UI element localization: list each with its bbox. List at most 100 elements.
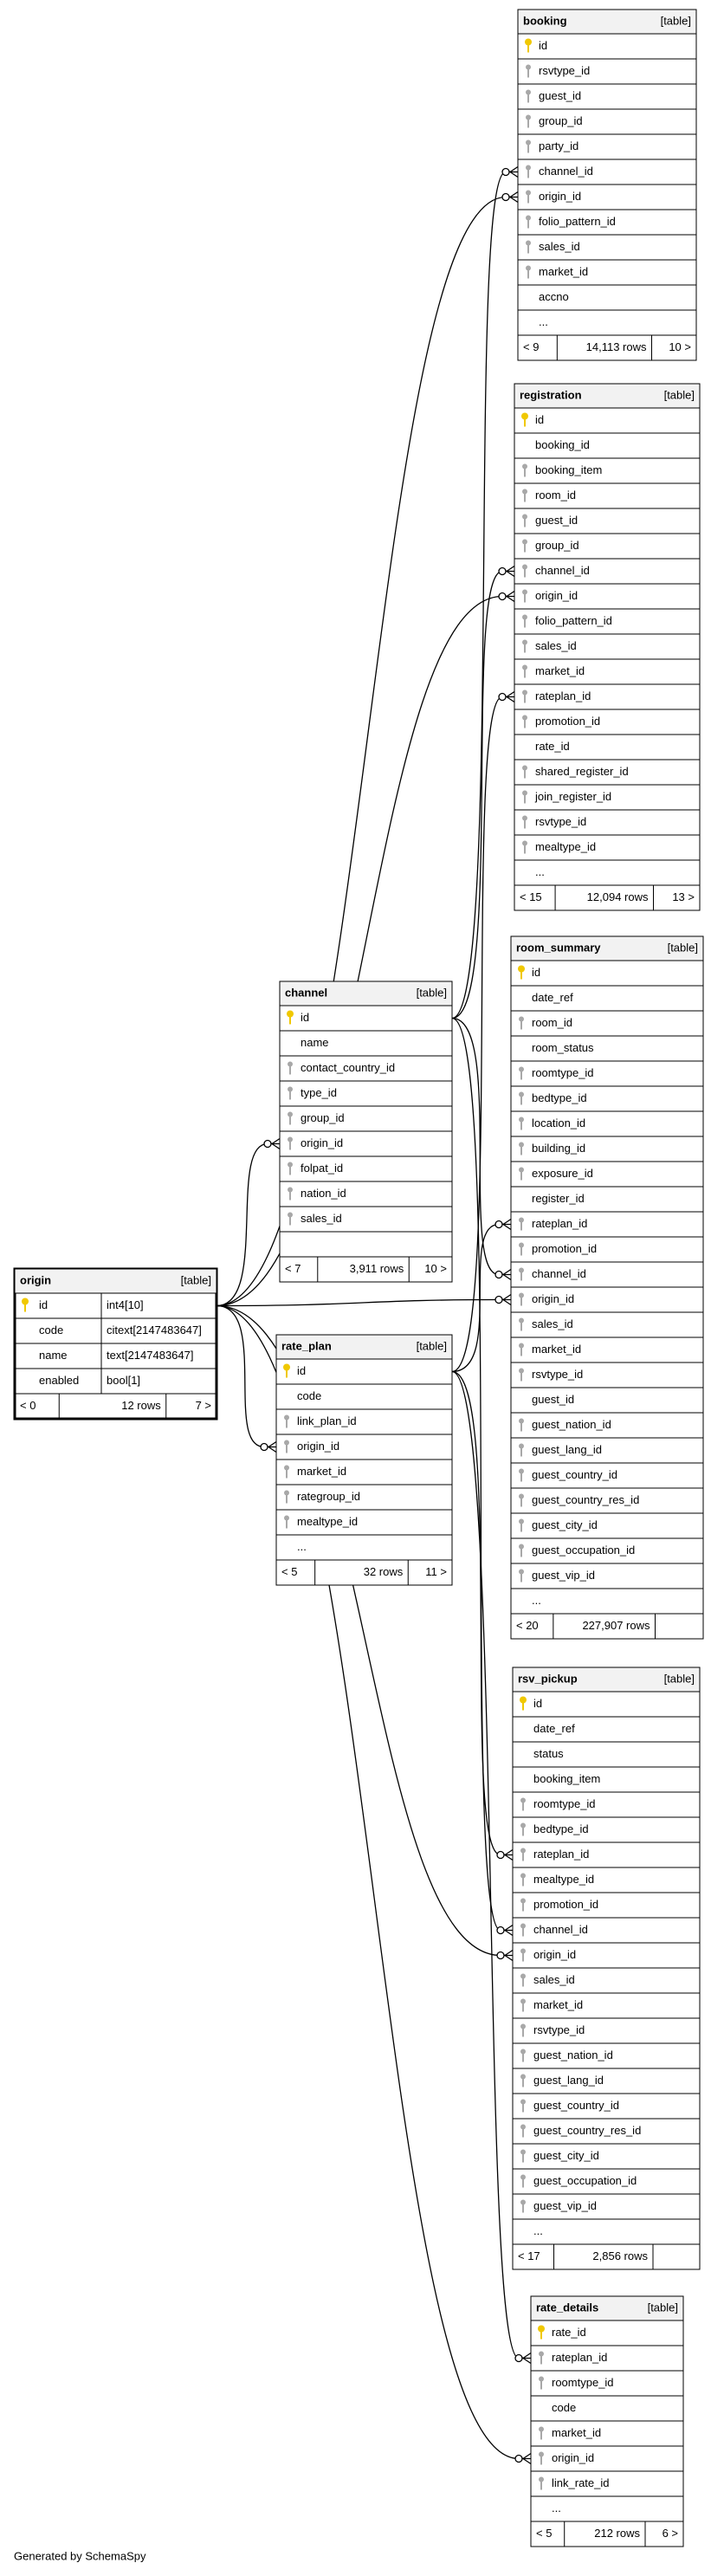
column-name: guest_id [532, 1393, 574, 1406]
column-name: rategroup_id [297, 1490, 360, 1503]
column-name: room_id [532, 1016, 572, 1029]
footer-cell: 212 rows [594, 2527, 640, 2540]
column-name: mealtype_id [533, 1873, 594, 1886]
key-head [519, 1368, 524, 1374]
key-shaft [520, 970, 522, 980]
primary-key-icon [538, 2325, 545, 2340]
column-name: link_plan_id [297, 1414, 357, 1427]
foreign-key-icon [288, 1162, 293, 1175]
key-shaft [527, 194, 529, 204]
column-name: id [39, 1298, 48, 1311]
footer-cell: 6 > [663, 2527, 678, 2540]
key-head [520, 2099, 526, 2105]
column-name: date_ref [532, 991, 573, 1004]
table: channel [table] id name contact_country_idty… [279, 981, 453, 1283]
column-name: contact_country_id [301, 1061, 395, 1074]
key-shaft [540, 2355, 542, 2365]
key-shaft [522, 1927, 524, 1937]
key-shaft [522, 1701, 524, 1711]
column-name: nation_id [301, 1187, 346, 1200]
column-name: ... [535, 865, 545, 878]
key-shaft [286, 1444, 288, 1453]
key-head [519, 1167, 524, 1173]
foreign-key-icon [526, 114, 531, 128]
key-shaft [527, 169, 529, 178]
key-head [520, 1797, 526, 1803]
key-shaft [520, 1573, 522, 1582]
column-name: origin_id [552, 2451, 594, 2464]
column-name: market_id [552, 2426, 601, 2439]
column-name: exposure_id [532, 1167, 593, 1180]
key-shaft [527, 144, 529, 153]
relationship [451, 1017, 513, 1932]
relationship [451, 696, 514, 1373]
key-shaft [520, 1146, 522, 1155]
table-kind: [table] [648, 2301, 678, 2314]
foreign-key-icon [522, 514, 527, 527]
key-shaft [524, 769, 526, 779]
key-shaft [289, 1091, 291, 1100]
key-head [521, 412, 528, 420]
table-kind: [table] [661, 14, 691, 27]
key-shaft [520, 1422, 522, 1432]
footer-cell: 12,094 rows [587, 890, 649, 903]
foreign-key-icon [519, 1544, 524, 1557]
table-name: rate_details [536, 2301, 598, 2314]
foreign-key-icon [284, 1515, 289, 1529]
column-name: rateplan_id [533, 1848, 589, 1861]
key-shaft [289, 1191, 291, 1201]
optional-marker [494, 1270, 503, 1279]
optional-marker [494, 1295, 503, 1304]
column-name: roomtype_id [533, 1797, 596, 1810]
key-shaft [522, 2204, 524, 2213]
key-head [288, 1187, 293, 1193]
relationship [216, 1304, 276, 1448]
key-shaft [540, 2456, 542, 2465]
key-head [539, 2376, 544, 2382]
column-name: ... [297, 1540, 307, 1553]
column-name: roomtype_id [552, 2376, 614, 2389]
key-head [538, 2325, 545, 2333]
table-kind: [table] [664, 388, 695, 401]
key-shaft [527, 94, 529, 103]
key-shaft [286, 1519, 288, 1529]
foreign-key-icon [519, 1116, 524, 1130]
key-shaft [520, 1297, 522, 1306]
table-name: rate_plan [281, 1339, 332, 1352]
foreign-key-icon [520, 2149, 526, 2163]
foreign-key-icon [519, 1167, 524, 1181]
key-shaft [524, 644, 526, 653]
optional-marker [514, 2353, 523, 2363]
footer-cell: < 0 [20, 1399, 36, 1412]
table-header [514, 384, 700, 408]
table-name: registration [520, 388, 582, 401]
table-header [518, 10, 696, 34]
crow-foot [509, 165, 519, 178]
foreign-key-icon [520, 1797, 526, 1811]
key-shaft [522, 2053, 524, 2062]
column-type: citext[2147483647] [107, 1324, 202, 1337]
column-name: register_id [532, 1192, 585, 1205]
column-name: party_id [539, 139, 578, 152]
key-head [288, 1162, 293, 1168]
key-head [519, 1468, 524, 1474]
table-kind: [table] [664, 1672, 695, 1685]
relationship [216, 1304, 513, 1957]
key-head [519, 1544, 524, 1550]
column-name: promotion_id [535, 715, 600, 728]
column-name: rateplan_id [532, 1217, 587, 1230]
column-name: roomtype_id [532, 1066, 594, 1079]
crow-foot [502, 1218, 512, 1231]
column-name: market_id [297, 1465, 346, 1478]
key-shaft [540, 2481, 542, 2490]
foreign-key-icon [520, 1948, 526, 1962]
key-shaft [289, 1015, 291, 1025]
key-shaft [289, 1116, 291, 1125]
key-shaft [527, 219, 529, 229]
column-name: rsvtype_id [539, 64, 590, 77]
foreign-key-icon [522, 815, 527, 829]
crow-foot [506, 565, 515, 578]
key-shaft [524, 819, 526, 829]
column-name: market_id [533, 1998, 583, 2011]
column-name: guest_vip_id [533, 2199, 597, 2212]
